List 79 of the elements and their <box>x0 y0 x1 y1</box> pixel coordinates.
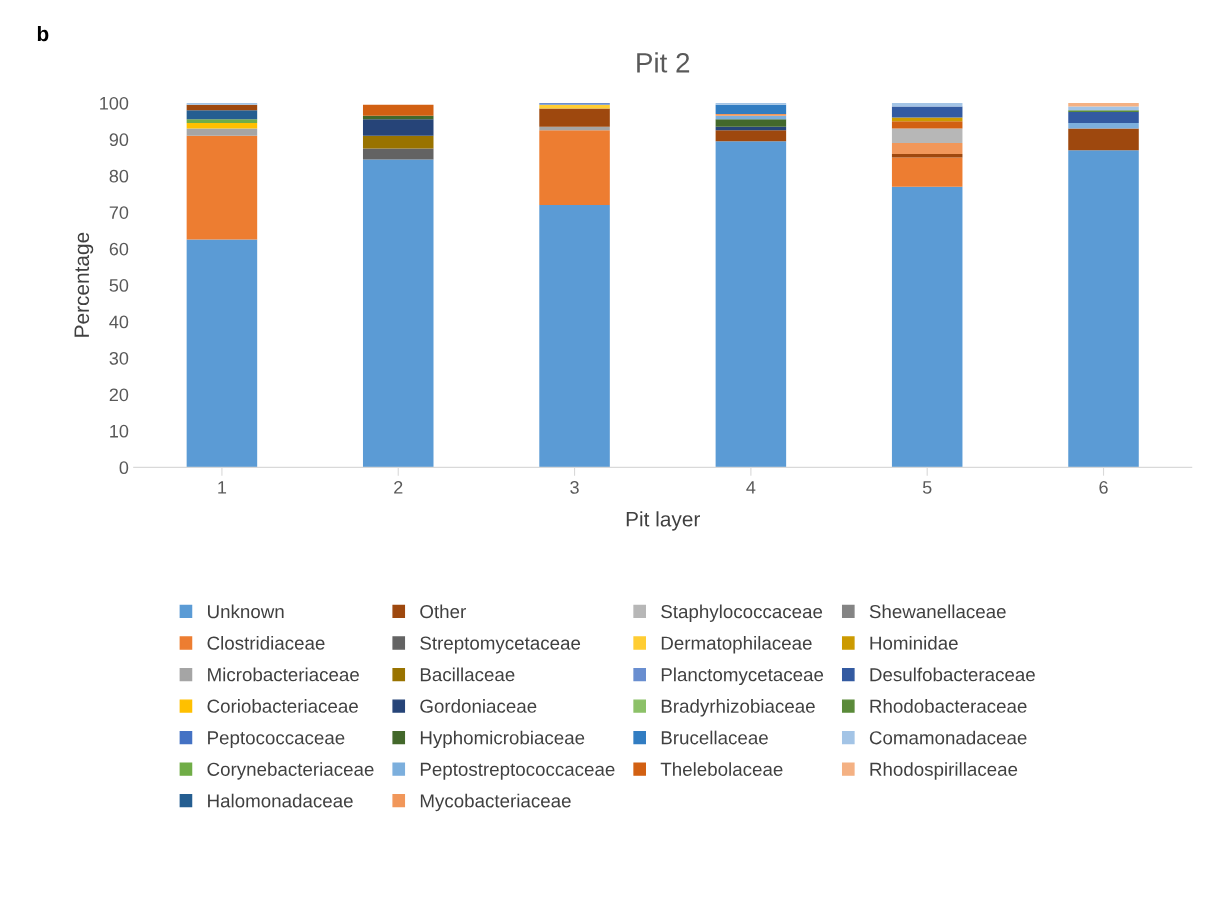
bar <box>186 239 258 468</box>
y-tick-label: 20 <box>109 388 129 402</box>
y-tick-label: 40 <box>109 315 129 329</box>
bar <box>715 104 787 114</box>
legend-label: Other <box>420 604 466 619</box>
text: b <box>37 25 49 42</box>
y-tick-label: 80 <box>109 169 129 183</box>
x-tick-label: 1 <box>218 481 227 494</box>
bar <box>1068 150 1139 468</box>
legend-label: Peptococcaceae <box>208 731 345 749</box>
y-tick-label: 50 <box>109 279 129 292</box>
chart-title: Pit 2 <box>637 52 690 73</box>
y-tick-label: 10 <box>110 424 129 438</box>
legend-label: Bradyrhizobiaceae <box>661 699 815 717</box>
y-tick-label: 100 <box>100 96 129 110</box>
x-tick-label: 3 <box>570 481 579 494</box>
legend-label: Clostridiaceae <box>207 636 325 650</box>
bar <box>539 130 610 205</box>
legend-label: Rhodobacteraceae <box>870 699 1027 713</box>
y-tick-label: 0 <box>119 461 129 475</box>
bar <box>362 119 434 136</box>
bar <box>362 159 434 468</box>
bar <box>1068 122 1139 129</box>
y-tick-label: 30 <box>109 351 129 365</box>
bar <box>1068 112 1139 123</box>
legend-label: Streptomycetaceae <box>420 636 581 654</box>
bar <box>362 148 434 160</box>
legend-label: Dermatophilaceae <box>661 636 812 654</box>
bar <box>186 110 258 120</box>
bar <box>186 128 258 136</box>
x-tick-label: 2 <box>394 481 403 494</box>
x-tick-label: 6 <box>1099 481 1108 494</box>
legend-label: Desulfobacteraceae <box>870 667 1035 682</box>
bar <box>891 106 963 118</box>
legend-label: Shewanellaceae <box>869 604 1006 619</box>
x-axis-title: Pit layer <box>626 511 700 531</box>
bar <box>539 204 610 468</box>
y-tick-label: 60 <box>109 242 129 256</box>
legend-label: Mycobacteriaceae <box>420 793 571 812</box>
bar <box>891 121 963 129</box>
y-axis-title: Percentage <box>74 232 94 337</box>
bar <box>362 135 434 149</box>
legend-label: Planctomycetaceae <box>661 667 824 686</box>
bar <box>891 186 963 468</box>
legend-label: Unknown <box>208 604 284 619</box>
y-tick-label: 70 <box>109 206 129 219</box>
legend-label: Peptostreptococcaceae <box>420 762 615 780</box>
bar <box>186 135 258 240</box>
bar <box>891 153 963 158</box>
legend-label: Coriobacteriaceae <box>207 699 358 713</box>
legend-label: Bacillaceae <box>420 667 515 682</box>
legend-label: Hyphomicrobiaceae <box>420 730 585 749</box>
bar <box>186 104 258 111</box>
bar <box>186 119 258 123</box>
bar <box>186 122 258 129</box>
legend-label: Thelebolaceae <box>660 762 783 776</box>
legend-label: Corynebacteriaceae <box>207 762 374 780</box>
legend-label: Comamonadaceae <box>869 730 1027 745</box>
legend-label: Staphylococcaceae <box>661 604 823 622</box>
x-tick-label: 5 <box>922 481 932 494</box>
bar <box>362 104 434 116</box>
bar <box>1068 102 1139 107</box>
bar <box>715 141 787 468</box>
x-tick-label: 4 <box>746 481 756 494</box>
legend-label: Halomonadaceae <box>208 793 353 808</box>
bar <box>715 119 787 127</box>
legend-label: Hominidae <box>870 636 958 650</box>
legend-label: Brucellaceae <box>661 730 768 745</box>
legend-label: Gordoniaceae <box>420 699 537 713</box>
bar <box>539 108 610 127</box>
legend-label: Rhodospirillaceae <box>870 762 1018 780</box>
bar <box>891 102 963 107</box>
bar <box>715 130 787 142</box>
y-tick-label: 90 <box>109 133 129 147</box>
bar <box>891 128 963 144</box>
bar <box>891 157 963 187</box>
bar <box>891 143 963 154</box>
bar <box>1068 128 1139 151</box>
legend-label: Microbacteriaceae <box>208 667 359 682</box>
